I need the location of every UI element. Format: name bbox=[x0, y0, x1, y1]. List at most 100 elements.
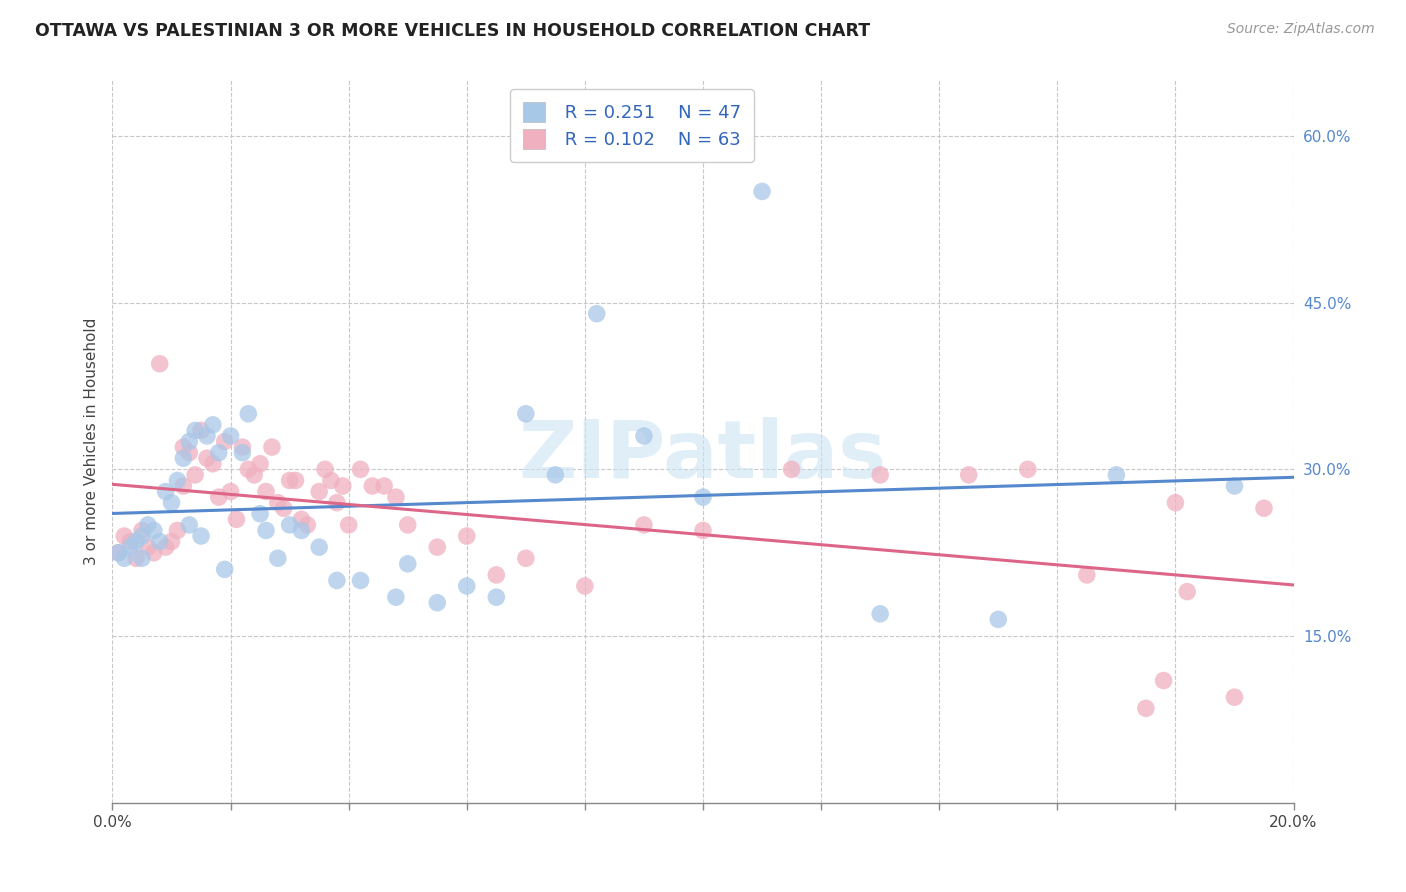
Point bbox=[160, 496, 183, 510]
Point bbox=[155, 540, 177, 554]
Point bbox=[238, 462, 260, 476]
Point bbox=[308, 484, 330, 499]
Point bbox=[284, 474, 307, 488]
Point bbox=[751, 185, 773, 199]
Point bbox=[278, 474, 301, 488]
Point bbox=[136, 540, 159, 554]
Point bbox=[179, 445, 201, 459]
Point bbox=[214, 434, 236, 449]
Point bbox=[160, 534, 183, 549]
Point bbox=[1164, 496, 1187, 510]
Point bbox=[278, 517, 301, 532]
Point bbox=[249, 507, 271, 521]
Point bbox=[361, 479, 384, 493]
Point bbox=[326, 496, 349, 510]
Point bbox=[225, 512, 247, 526]
Point bbox=[290, 524, 312, 538]
Point bbox=[692, 490, 714, 504]
Point bbox=[1253, 501, 1275, 516]
Point bbox=[142, 546, 165, 560]
Point bbox=[179, 434, 201, 449]
Point bbox=[107, 546, 129, 560]
Point bbox=[231, 445, 253, 459]
Point bbox=[136, 517, 159, 532]
Point bbox=[869, 467, 891, 482]
Point bbox=[349, 462, 371, 476]
Point bbox=[125, 534, 148, 549]
Point bbox=[219, 484, 242, 499]
Point bbox=[633, 429, 655, 443]
Point bbox=[231, 440, 253, 454]
Point bbox=[515, 551, 537, 566]
Point bbox=[254, 524, 277, 538]
Point bbox=[195, 429, 218, 443]
Point bbox=[373, 479, 395, 493]
Point bbox=[1153, 673, 1175, 688]
Point bbox=[179, 517, 201, 532]
Point bbox=[131, 524, 153, 538]
Point bbox=[267, 551, 290, 566]
Text: Source: ZipAtlas.com: Source: ZipAtlas.com bbox=[1227, 22, 1375, 37]
Point bbox=[190, 424, 212, 438]
Point bbox=[131, 551, 153, 566]
Point bbox=[332, 479, 354, 493]
Point bbox=[692, 524, 714, 538]
Point bbox=[131, 529, 153, 543]
Point bbox=[172, 440, 194, 454]
Point bbox=[957, 467, 980, 482]
Point bbox=[214, 562, 236, 576]
Point bbox=[349, 574, 371, 588]
Point bbox=[319, 474, 342, 488]
Point bbox=[780, 462, 803, 476]
Point bbox=[585, 307, 607, 321]
Point bbox=[120, 534, 142, 549]
Point bbox=[456, 579, 478, 593]
Point bbox=[201, 457, 224, 471]
Point bbox=[1017, 462, 1039, 476]
Point bbox=[273, 501, 295, 516]
Point bbox=[515, 407, 537, 421]
Point bbox=[326, 574, 349, 588]
Point bbox=[426, 596, 449, 610]
Point bbox=[125, 551, 148, 566]
Point bbox=[267, 496, 290, 510]
Point bbox=[1135, 701, 1157, 715]
Point bbox=[201, 417, 224, 432]
Point bbox=[166, 524, 188, 538]
Point bbox=[112, 551, 135, 566]
Point bbox=[184, 424, 207, 438]
Point bbox=[456, 529, 478, 543]
Point bbox=[987, 612, 1010, 626]
Point bbox=[208, 490, 231, 504]
Point bbox=[314, 462, 336, 476]
Text: OTTAWA VS PALESTINIAN 3 OR MORE VEHICLES IN HOUSEHOLD CORRELATION CHART: OTTAWA VS PALESTINIAN 3 OR MORE VEHICLES… bbox=[35, 22, 870, 40]
Point bbox=[190, 529, 212, 543]
Point bbox=[260, 440, 283, 454]
Point bbox=[249, 457, 271, 471]
Point bbox=[1223, 479, 1246, 493]
Text: ZIPatlas: ZIPatlas bbox=[519, 417, 887, 495]
Point bbox=[1105, 467, 1128, 482]
Point bbox=[149, 357, 172, 371]
Point bbox=[290, 512, 312, 526]
Point bbox=[426, 540, 449, 554]
Legend:  R = 0.251    N = 47,  R = 0.102    N = 63: R = 0.251 N = 47, R = 0.102 N = 63 bbox=[510, 89, 754, 161]
Point bbox=[633, 517, 655, 532]
Y-axis label: 3 or more Vehicles in Household: 3 or more Vehicles in Household bbox=[83, 318, 98, 566]
Point bbox=[485, 590, 508, 604]
Point bbox=[385, 590, 408, 604]
Point bbox=[869, 607, 891, 621]
Point bbox=[149, 534, 172, 549]
Point bbox=[1223, 690, 1246, 705]
Point bbox=[254, 484, 277, 499]
Point bbox=[396, 517, 419, 532]
Point bbox=[243, 467, 266, 482]
Point bbox=[396, 557, 419, 571]
Point bbox=[155, 484, 177, 499]
Point bbox=[166, 474, 188, 488]
Point bbox=[172, 479, 194, 493]
Point bbox=[385, 490, 408, 504]
Point bbox=[544, 467, 567, 482]
Point bbox=[1175, 584, 1198, 599]
Point bbox=[142, 524, 165, 538]
